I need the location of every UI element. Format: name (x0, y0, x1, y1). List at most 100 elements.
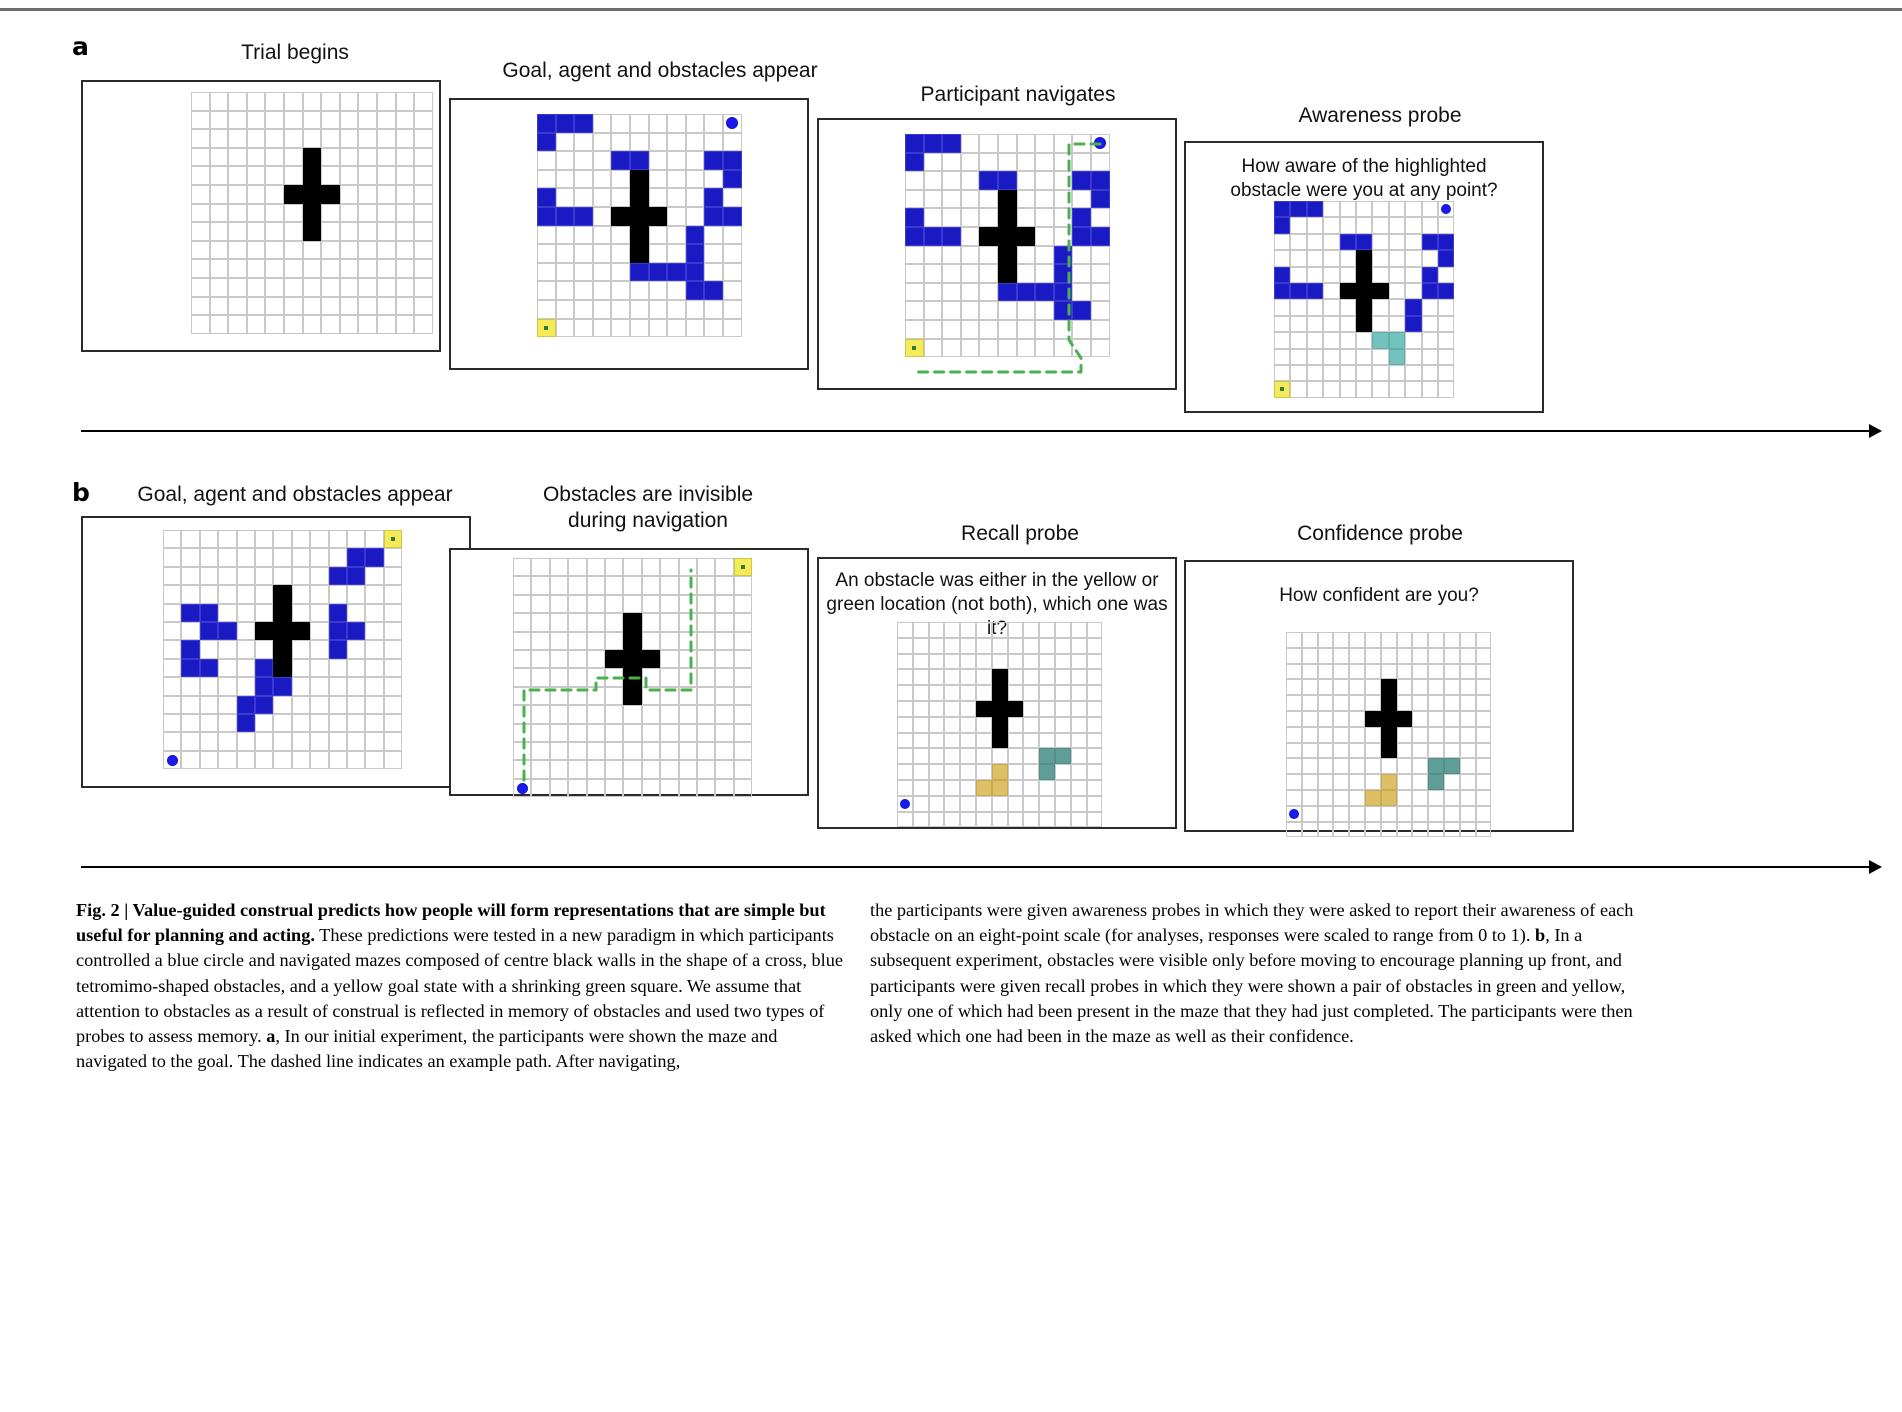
maze-cell-empty (1290, 365, 1307, 382)
maze-cell-empty (395, 203, 415, 223)
maze-cell-empty (358, 129, 377, 148)
maze-cell-empty (163, 603, 182, 622)
maze-cell-empty (912, 795, 929, 812)
maze-cell-empty (163, 732, 182, 751)
maze-cell-empty (218, 530, 237, 549)
maze-cell-empty (1438, 315, 1455, 333)
maze-cell-empty (611, 300, 630, 319)
maze-cell-empty (574, 188, 593, 207)
maze-cell-empty (1333, 679, 1350, 696)
maze-cell-empty (942, 171, 961, 190)
maze-cell-empty (199, 714, 219, 733)
maze-cell-empty (1039, 795, 1055, 812)
maze-cell-empty (537, 169, 556, 189)
maze-cell-empty (976, 716, 992, 733)
maze-cell-empty (1317, 632, 1334, 648)
maze-cell-empty (1428, 647, 1444, 664)
maze-cell-empty (1333, 742, 1350, 759)
maze-cell-goal (1274, 381, 1291, 398)
maze-cell-empty (209, 278, 229, 297)
maze-cell-empty (1301, 774, 1318, 790)
maze-cell-wall (991, 669, 1008, 686)
maze-cell-empty (641, 723, 661, 742)
maze-cell-empty (1016, 134, 1036, 153)
maze-cell-empty (1286, 758, 1302, 775)
maze-cell-empty (667, 151, 686, 170)
maze-cell-empty (1055, 716, 1071, 733)
maze-cell-wall (1016, 227, 1036, 246)
maze-cell-empty (660, 668, 679, 687)
maze-cell-empty (377, 92, 396, 111)
maze-cell-empty (181, 530, 200, 549)
maze-cell-empty (1339, 348, 1356, 365)
maze-cell-empty (1459, 695, 1476, 711)
maze-cell-empty (1007, 780, 1024, 796)
maze-cell-empty (1428, 663, 1444, 680)
maze-cell-empty (723, 262, 742, 282)
maze-cell-empty (414, 278, 433, 297)
maze-cell-obstacle (1274, 217, 1291, 234)
maze-cell-empty (660, 778, 679, 798)
maze-cell-empty (630, 114, 649, 133)
maze-cell-empty (209, 259, 229, 278)
maze-cell-empty (1475, 679, 1492, 696)
maze-cell-empty (358, 240, 377, 260)
maze-cell-empty (1301, 632, 1318, 648)
maze-cell-obstacle (1438, 283, 1455, 300)
maze-cell-empty (246, 259, 266, 278)
maze-cell-empty (1444, 632, 1460, 648)
maze-cell-obstacle (905, 227, 924, 246)
maze-cell-empty (321, 147, 340, 167)
maze-cell-empty (960, 748, 976, 765)
maze-cell-empty (1412, 790, 1429, 806)
maze-cell-empty (960, 795, 976, 812)
maze-cell-obstacle (1405, 315, 1422, 333)
maze-cell-obstacle (704, 151, 723, 170)
maze-cell-highlight-green (1055, 748, 1071, 765)
maze-cell-empty (310, 603, 329, 622)
maze-cell-empty (1290, 217, 1307, 234)
maze-cell-empty (660, 742, 679, 761)
maze-cell-empty (1475, 663, 1492, 680)
maze-cell-empty (163, 695, 182, 714)
maze-cell-empty (246, 315, 266, 334)
maze-cell-empty (1388, 283, 1406, 300)
maze-cell-empty (723, 300, 742, 319)
maze-cell-empty (1053, 189, 1073, 209)
maze-cell-empty (513, 723, 532, 742)
maze-cell-empty (181, 622, 200, 641)
maze-cell-empty (1372, 348, 1389, 365)
maze-cell-empty (291, 677, 311, 696)
maze-cell-wall (991, 716, 1008, 733)
maze-cell-empty (704, 114, 723, 133)
maze-cell-empty (1306, 315, 1324, 333)
maze-cell-empty (912, 622, 929, 638)
maze-cell-empty (1349, 805, 1365, 822)
maze-cell-empty (191, 129, 210, 148)
maze-cell-empty (1301, 711, 1318, 727)
maze-cell-empty (1091, 320, 1110, 339)
maze-cell-obstacle (537, 188, 556, 207)
timeline-arrow-b-head (1869, 860, 1882, 874)
maze-cell-empty (228, 296, 247, 316)
maze-cell-highlight-yellow (1380, 774, 1397, 790)
maze-cell-empty (574, 318, 593, 338)
maze-cell-empty (328, 530, 347, 549)
maze-cell-empty (273, 548, 292, 567)
maze-cell-empty (1396, 679, 1413, 696)
maze-cell-empty (209, 315, 229, 334)
maze-b4 (1286, 632, 1492, 838)
maze-cell-empty (555, 188, 575, 207)
maze-cell-empty (310, 640, 329, 659)
maze-cell-empty (1091, 245, 1110, 265)
maze-cell-empty (321, 315, 340, 334)
maze-cell-empty (605, 723, 624, 742)
maze-cell-empty (641, 613, 661, 632)
maze-cell-empty (704, 300, 723, 319)
maze-cell-empty (1421, 381, 1438, 398)
maze-cell-obstacle (181, 640, 200, 659)
maze-cell-empty (1070, 653, 1087, 670)
maze-cell-empty (905, 189, 924, 209)
maze-cell-empty (723, 132, 742, 152)
maze-cell-empty (246, 147, 266, 167)
